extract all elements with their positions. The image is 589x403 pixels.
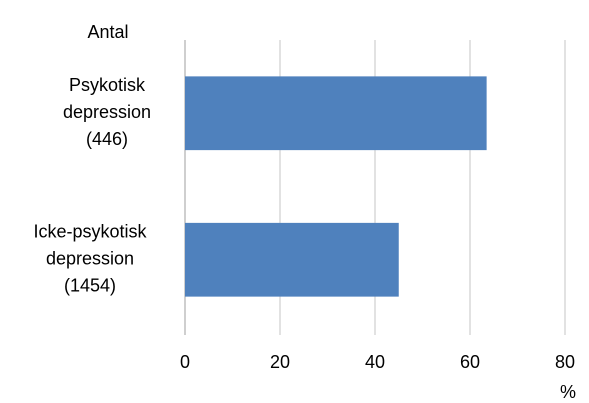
x-tick-label: 60 [460, 352, 480, 372]
y-tick-label: depression [46, 249, 134, 269]
y-tick-label: Psykotisk [69, 75, 146, 95]
y-tick-label: Icke-psykotisk [33, 222, 147, 242]
y-tick-label: depression [63, 102, 151, 122]
y-axis-title: Antal [87, 22, 128, 42]
bar [185, 76, 487, 151]
x-tick-label: 40 [365, 352, 385, 372]
x-tick-label: 80 [555, 352, 575, 372]
y-tick-label: (446) [86, 129, 128, 149]
x-tick-label: 0 [180, 352, 190, 372]
bar [185, 222, 399, 297]
y-tick-label: (1454) [64, 276, 116, 296]
x-axis-title: % [560, 382, 576, 402]
x-tick-label: 20 [270, 352, 290, 372]
